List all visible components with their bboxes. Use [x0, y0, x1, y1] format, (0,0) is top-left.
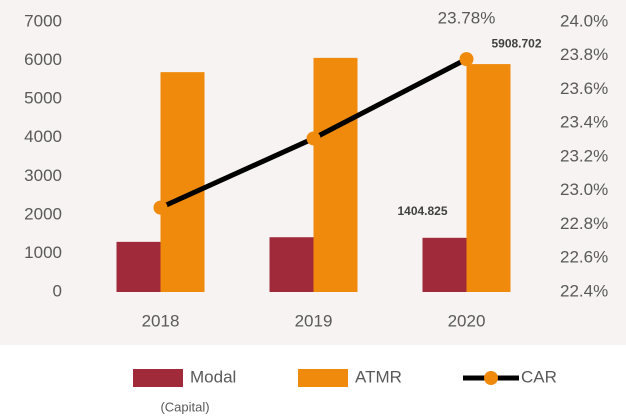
value-label: 23.78% — [438, 9, 496, 28]
y2-tick-label: 23.2% — [560, 146, 608, 165]
x-tick-label: 2019 — [295, 311, 333, 330]
y2-tick-label: 23.4% — [560, 113, 608, 132]
y-tick-label: 1000 — [24, 243, 62, 262]
chart: (Capital) 0 1000 2000 3000 4000 5000 6000 7000 2… — [0, 0, 626, 418]
y2-tick-label: 22.8% — [560, 214, 608, 233]
y-tick-label: 7000 — [24, 11, 62, 30]
marker — [460, 52, 474, 66]
x-tick-label: 2020 — [448, 311, 486, 330]
bar — [314, 58, 358, 292]
value-label: 1404.825 — [397, 204, 447, 218]
y-tick-label: 0 — [53, 281, 62, 300]
bar — [117, 242, 161, 292]
y2-tick-label: 23.0% — [560, 180, 608, 199]
y-tick-label: 2000 — [24, 204, 62, 223]
legend-label: CAR — [521, 367, 557, 386]
y2-tick-label: 23.8% — [560, 45, 608, 64]
marker — [307, 131, 321, 145]
legend-swatch — [133, 369, 183, 387]
annotation: (Capital) — [160, 399, 209, 414]
value-label: 5908.702 — [491, 36, 541, 50]
background-pattern — [0, 0, 626, 345]
y2-tick-label: 22.6% — [560, 248, 608, 267]
marker — [154, 201, 168, 215]
y2-tick-label: 24.0% — [560, 11, 608, 30]
bar — [467, 64, 511, 292]
legend-label: Modal — [190, 367, 236, 386]
legend-label: ATMR — [355, 367, 402, 386]
x-tick-label: 2018 — [142, 311, 180, 330]
legend-marker — [484, 371, 498, 385]
bar — [423, 238, 467, 292]
y2-tick-label: 22.4% — [560, 281, 608, 300]
legend-swatch — [298, 369, 348, 387]
bar — [161, 72, 205, 292]
y-tick-label: 5000 — [24, 89, 62, 108]
bar — [270, 237, 314, 292]
y-tick-label: 4000 — [24, 127, 62, 146]
y-tick-label: 6000 — [24, 50, 62, 69]
y2-tick-label: 23.6% — [560, 79, 608, 98]
y-tick-label: 3000 — [24, 166, 62, 185]
